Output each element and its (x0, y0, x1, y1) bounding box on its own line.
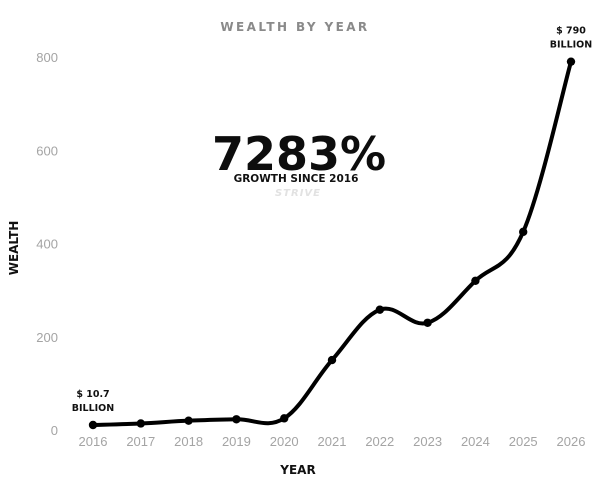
y-tick-label: 200 (36, 330, 58, 345)
y-tick-label: 600 (36, 143, 58, 158)
x-axis-title: YEAR (279, 463, 315, 477)
x-tick-label: 2021 (318, 434, 347, 449)
x-axis-ticks: 2016 2017 2018 2019 2020 2021 2022 2023 2024 2025… (79, 434, 586, 449)
data-point-2017 (136, 419, 145, 428)
data-points (88, 57, 576, 430)
y-axis-title: WEALTH (7, 221, 21, 276)
annotation-label: BILLION (550, 40, 592, 51)
x-tick-label: 2019 (222, 434, 251, 449)
growth-subtitle: GROWTH SINCE 2016 (234, 173, 359, 185)
series-line (91, 59, 573, 428)
y-tick-label: 800 (36, 50, 58, 65)
data-point-2016 (88, 420, 98, 430)
x-tick-label: 2024 (461, 434, 490, 449)
y-tick-label: 400 (36, 237, 58, 252)
chart-title: WEALTH BY YEAR (220, 20, 369, 34)
annotation-label: $ 10.7 (76, 389, 109, 400)
x-tick-label: 2022 (365, 434, 394, 449)
data-point-2025 (519, 227, 528, 237)
data-point-2021 (327, 355, 337, 365)
data-point-2026 (566, 57, 576, 66)
data-point-2019 (232, 415, 241, 424)
annotation-label: BILLION (72, 403, 114, 414)
x-tick-label: 2018 (174, 434, 203, 449)
data-point-2024 (471, 276, 480, 285)
annotation-label: $ 790 (556, 26, 586, 37)
growth-percentage: 7283% (212, 127, 386, 181)
data-point-2023 (423, 318, 432, 327)
data-point-2018 (184, 416, 193, 425)
x-tick-label: 2025 (509, 434, 538, 449)
x-tick-label: 2016 (79, 434, 108, 449)
annotations: $ 10.7 BILLION $ 790 BILLION (72, 26, 592, 414)
data-point-2022 (375, 305, 384, 314)
data-point-2020 (280, 414, 289, 423)
x-tick-label: 2023 (413, 434, 442, 449)
x-tick-label: 2020 (270, 434, 299, 449)
x-tick-label: 2026 (557, 434, 586, 449)
strive-watermark: STRIVE (275, 188, 321, 199)
y-tick-label: 0 (51, 423, 58, 438)
headline-stat: 7283% GROWTH SINCE 2016 STRIVE (212, 127, 386, 199)
y-axis-ticks: 0 200 400 600 800 (36, 50, 58, 438)
x-tick-label: 2017 (126, 434, 155, 449)
